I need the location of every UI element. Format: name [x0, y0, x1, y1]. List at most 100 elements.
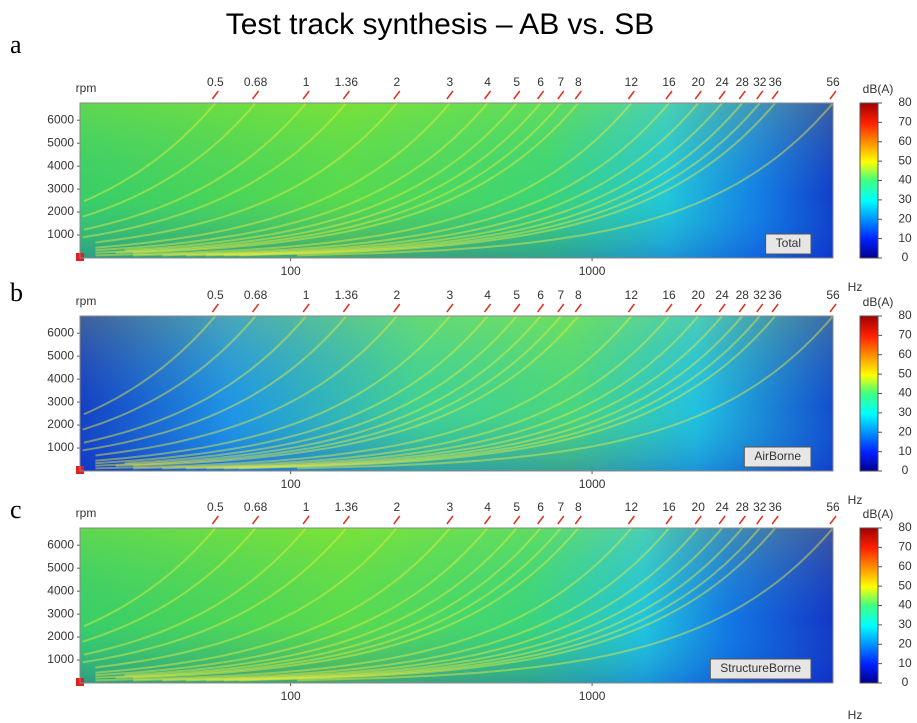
order-label: 56	[826, 75, 840, 89]
y-tick-label: 2000	[47, 629, 74, 643]
order-line	[82, 102, 348, 239]
order-marker	[718, 90, 726, 100]
order-marker	[771, 303, 779, 313]
order-label: 24	[715, 288, 729, 302]
order-marker	[211, 515, 219, 525]
panel-label-box	[743, 446, 812, 468]
order-line	[95, 102, 633, 257]
order-label: 7	[557, 75, 564, 89]
order-marker	[829, 90, 837, 100]
order-line	[95, 527, 542, 679]
order-line	[186, 102, 723, 257]
order-marker	[252, 303, 260, 313]
order-marker	[718, 303, 726, 313]
order-marker	[574, 90, 582, 100]
order-line	[95, 315, 451, 462]
order-line	[162, 527, 699, 682]
order-marker	[393, 303, 401, 313]
order-line	[206, 102, 744, 257]
panel-label: StructureBorne	[720, 661, 801, 675]
colorbar	[859, 527, 879, 684]
colorbar-label: dB(A)	[863, 295, 894, 309]
order-label: 12	[625, 288, 639, 302]
spectrogram-shade	[80, 528, 833, 683]
colorbar-tick-label: 70	[898, 115, 912, 129]
order-marker	[537, 90, 545, 100]
colorbar-tick-label: 60	[898, 134, 912, 148]
order-marker	[771, 90, 779, 100]
order-label: 12	[625, 75, 639, 89]
order-label: 5	[513, 75, 520, 89]
order-label: 0.5	[207, 500, 224, 514]
order-marker	[483, 515, 492, 525]
order-marker	[302, 515, 310, 525]
order-marker	[829, 515, 837, 525]
order-marker	[211, 303, 219, 313]
panel-label-box	[709, 658, 812, 680]
order-label: 3	[447, 288, 454, 302]
order-label: 0.68	[244, 500, 268, 514]
figure-title: Test track synthesis – AB vs. SB	[226, 8, 655, 41]
order-label: 8	[575, 75, 582, 89]
order-line	[223, 102, 761, 257]
colorbar-tick-label: 40	[898, 598, 912, 612]
colorbar-tick-label: 20	[898, 636, 912, 650]
y-tick-label: 4000	[47, 583, 74, 597]
colorbar-tick-label: 60	[898, 559, 912, 573]
order-label: 6	[537, 288, 544, 302]
plot-frame	[79, 102, 834, 259]
order-marker	[483, 90, 492, 100]
y-tick-label: 3000	[47, 606, 74, 620]
order-marker	[483, 303, 492, 313]
x-tick-label: 1000	[579, 477, 606, 491]
order-line	[83, 527, 307, 656]
order-label: 36	[768, 75, 782, 89]
order-label: 16	[662, 288, 676, 302]
y-tick-label: 2000	[47, 417, 74, 431]
order-line	[186, 315, 723, 470]
colorbar-tick-label: 0	[902, 675, 909, 689]
colorbar-tick-label: 30	[898, 405, 912, 419]
order-line	[83, 102, 217, 203]
y-axis-label: rpm	[76, 81, 97, 95]
order-label: 32	[753, 500, 767, 514]
order-marker	[738, 90, 746, 100]
order-label: 12	[625, 500, 639, 514]
order-label: 6	[537, 75, 544, 89]
order-marker	[557, 90, 565, 100]
plot-frame	[79, 315, 834, 472]
order-label: 20	[692, 500, 706, 514]
order-line	[223, 315, 761, 470]
colorbar-tick-label: 0	[902, 250, 909, 264]
order-line	[115, 315, 562, 467]
x-axis-label: Hz	[848, 708, 863, 722]
order-marker	[738, 515, 746, 525]
order-marker	[627, 303, 635, 313]
order-line	[82, 527, 348, 664]
order-line	[83, 527, 217, 628]
order-marker	[756, 90, 764, 100]
y-tick-label: 2000	[47, 204, 74, 218]
order-line	[133, 102, 580, 254]
panel-letter: b	[10, 278, 23, 307]
order-marker	[537, 515, 545, 525]
order-line	[95, 315, 633, 470]
colorbar-tick-label: 10	[898, 444, 912, 458]
order-line	[83, 315, 217, 416]
order-line	[297, 102, 834, 257]
order-marker	[342, 90, 350, 100]
order-line	[82, 315, 257, 431]
y-tick-label: 6000	[47, 325, 74, 339]
order-marker	[513, 515, 521, 525]
y-tick-label: 3000	[47, 394, 74, 408]
order-line	[297, 527, 834, 682]
panel-letter: c	[10, 495, 22, 524]
order-label: 28	[736, 500, 750, 514]
order-line	[162, 102, 699, 257]
order-marker	[393, 515, 401, 525]
colorbar-tick-label: 70	[898, 328, 912, 342]
order-marker	[342, 303, 350, 313]
colorbar-tick-label: 80	[898, 95, 912, 109]
order-line	[206, 527, 744, 682]
order-label: 56	[826, 288, 840, 302]
